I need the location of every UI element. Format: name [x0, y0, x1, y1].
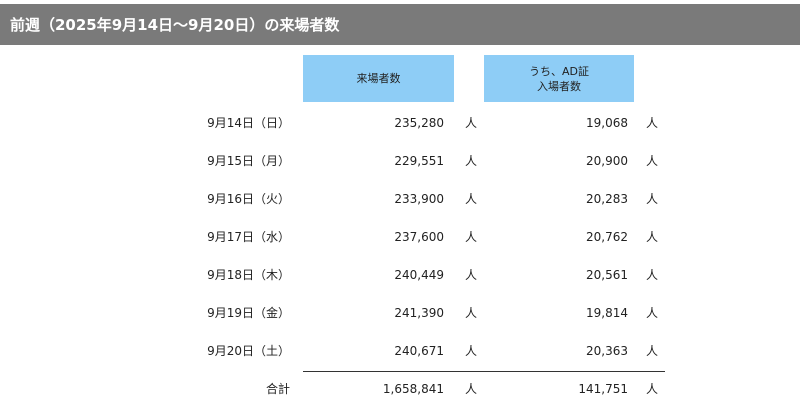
table-row: 9月17日（水） 237,600 人 20,762 人: [0, 227, 800, 247]
total-divider: [303, 371, 665, 372]
total-label: 合計: [265, 382, 290, 396]
ad-visitors-value: 20,762: [586, 230, 628, 244]
visitors-header-label: 来場者数: [356, 72, 401, 85]
table-row: 9月16日（火） 233,900 人 20,283 人: [0, 189, 800, 209]
total-visitors-value: 1,658,841: [382, 382, 444, 396]
unit-label: 人: [465, 306, 478, 320]
visitors-value: 235,280: [394, 116, 444, 130]
unit-label: 人: [646, 192, 659, 206]
unit-label: 人: [646, 382, 659, 396]
visitors-value: 237,600: [394, 230, 444, 244]
unit-label: 人: [646, 268, 659, 282]
ad-visitors-value: 20,900: [586, 154, 628, 168]
ad-visitors-value: 20,561: [586, 268, 628, 282]
visitors-value: 241,390: [394, 306, 444, 320]
date-label: 9月19日（金）: [207, 306, 290, 320]
unit-label: 人: [646, 154, 659, 168]
ad-header-label-line2: 入場者数: [537, 79, 581, 93]
table-row: 9月15日（月） 229,551 人 20,900 人: [0, 151, 800, 171]
date-label: 9月16日（火）: [207, 192, 290, 206]
ad-visitors-value: 19,814: [586, 306, 628, 320]
unit-label: 人: [465, 154, 478, 168]
date-label: 9月20日（土）: [207, 344, 290, 358]
visitors-value: 233,900: [394, 192, 444, 206]
total-row: 合計 1,658,841 人 141,751 人: [0, 379, 800, 399]
page-title: 前週（2025年9月14日～9月20日）の来場者数: [0, 4, 800, 45]
ad-visitors-value: 20,283: [586, 192, 628, 206]
visitors-column-header: 来場者数: [303, 55, 454, 102]
table-row: 9月20日（土） 240,671 人 20,363 人: [0, 341, 800, 361]
unit-label: 人: [465, 192, 478, 206]
table-row: 9月14日（日） 235,280 人 19,068 人: [0, 113, 800, 133]
visitors-value: 229,551: [394, 154, 444, 168]
ad-visitors-column-header: うち、AD証 入場者数: [484, 55, 634, 102]
date-label: 9月15日（月）: [207, 154, 290, 168]
date-label: 9月17日（水）: [207, 230, 290, 244]
unit-label: 人: [646, 306, 659, 320]
unit-label: 人: [465, 116, 478, 130]
date-label: 9月18日（木）: [207, 268, 290, 282]
unit-label: 人: [646, 116, 659, 130]
total-ad-visitors-value: 141,751: [578, 382, 628, 396]
table-row: 9月19日（金） 241,390 人 19,814 人: [0, 303, 800, 323]
unit-label: 人: [465, 382, 478, 396]
ad-visitors-value: 20,363: [586, 344, 628, 358]
date-label: 9月14日（日）: [207, 116, 290, 130]
ad-visitors-value: 19,068: [586, 116, 628, 130]
ad-header-label-line1: うち、AD証: [529, 64, 589, 78]
visitors-value: 240,449: [394, 268, 444, 282]
unit-label: 人: [465, 268, 478, 282]
unit-label: 人: [646, 230, 659, 244]
unit-label: 人: [465, 344, 478, 358]
table-row: 9月18日（木） 240,449 人 20,561 人: [0, 265, 800, 285]
visitors-value: 240,671: [394, 344, 444, 358]
unit-label: 人: [465, 230, 478, 244]
unit-label: 人: [646, 344, 659, 358]
